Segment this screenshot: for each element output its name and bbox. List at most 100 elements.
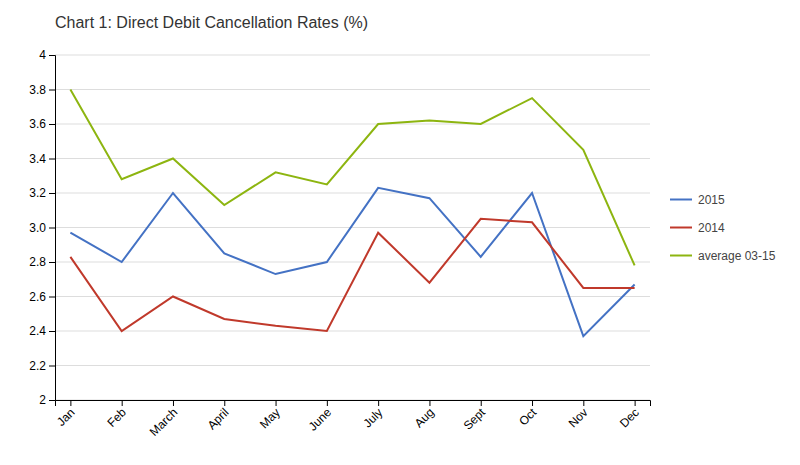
- grid-line: [55, 365, 650, 366]
- series-line: [70, 188, 634, 336]
- tick-mark: [49, 159, 55, 160]
- title: Chart 1: Direct Debit Cancellation Rates…: [55, 14, 368, 31]
- tick-mark: [49, 193, 55, 194]
- axis-line: [56, 401, 651, 407]
- grid-line: [55, 227, 650, 228]
- tick-mark: [378, 400, 379, 406]
- tick-mark: [429, 400, 430, 406]
- tick: Aug: [412, 400, 437, 430]
- tick: 2.8: [29, 255, 55, 269]
- tick-mark: [583, 400, 584, 406]
- chart: Chart 1: Direct Debit Cancellation Rates…: [0, 0, 800, 465]
- tick: Oct: [516, 400, 540, 428]
- tick-label: 2.4: [29, 324, 46, 338]
- grid-line: [55, 55, 650, 56]
- tick-label: May: [257, 405, 283, 431]
- legend-item: 2014: [670, 221, 725, 235]
- tick-mark: [327, 400, 328, 406]
- tick-label: 3.6: [29, 117, 46, 131]
- tick-label: July: [360, 405, 385, 430]
- tick: Sept: [461, 400, 489, 433]
- tick: 3.4: [29, 152, 55, 166]
- tick-mark: [49, 331, 55, 332]
- legend-item: average 03-15: [670, 249, 776, 263]
- tick-label: 3.8: [29, 83, 46, 97]
- tick-label: April: [205, 405, 232, 432]
- tick: 3.8: [29, 83, 55, 97]
- grid-line: [55, 262, 650, 263]
- legend-swatch: [670, 255, 692, 257]
- tick-mark: [49, 124, 55, 125]
- tick-mark: [49, 55, 55, 56]
- tick: Dec: [617, 400, 642, 430]
- tick-label: 3.2: [29, 186, 46, 200]
- tick-label: Aug: [412, 405, 437, 430]
- tick-label: 2.2: [29, 359, 46, 373]
- grid-line: [55, 124, 650, 125]
- legend-label: average 03-15: [698, 249, 776, 263]
- tick-label: March: [147, 405, 180, 438]
- tick-mark: [70, 400, 71, 406]
- grid-line: [55, 89, 650, 90]
- tick-label: Jan: [54, 405, 78, 429]
- tick: 3.6: [29, 117, 55, 131]
- lines: [70, 90, 634, 337]
- tick: March: [147, 400, 180, 439]
- tick-label: 3.0: [29, 221, 46, 235]
- legend-swatch: [670, 199, 692, 201]
- legend-item: 2015: [670, 193, 725, 207]
- tick-label: 3.4: [29, 152, 46, 166]
- grid-line: [55, 331, 650, 332]
- tick: Jan: [54, 400, 78, 429]
- tick-mark: [49, 90, 55, 91]
- y-axis: 2 2.2 2.4 2.6 2.8 3.0 3.2 3.4 3.6 3.8 4: [29, 48, 55, 407]
- tick-mark: [532, 400, 533, 406]
- tick: 3.2: [29, 186, 55, 200]
- plot: Jan Feb March April May June July Aug Sept Oct Nov…: [29, 48, 650, 439]
- tick-mark: [481, 400, 482, 406]
- tick-mark: [122, 400, 123, 406]
- legend-label: 2015: [698, 193, 725, 207]
- tick: Feb: [104, 400, 129, 430]
- tick: Nov: [566, 400, 591, 430]
- legend-swatch: [670, 227, 692, 229]
- tick: 2.6: [29, 290, 55, 304]
- tick-label: Dec: [617, 405, 642, 430]
- tick-label: Feb: [104, 405, 129, 430]
- tick-mark: [49, 228, 55, 229]
- grid-line: [55, 193, 650, 194]
- series-line: [70, 219, 634, 331]
- grid-line: [55, 158, 650, 159]
- x-axis: Jan Feb March April May June July Aug Sept Oct Nov…: [54, 400, 650, 439]
- tick-label: June: [306, 405, 335, 434]
- tick: June: [306, 400, 335, 434]
- tick: 3.0: [29, 221, 55, 235]
- tick-mark: [49, 366, 55, 367]
- tick-mark: [224, 400, 225, 406]
- tick-mark: [276, 400, 277, 406]
- tick-label: Oct: [516, 405, 540, 429]
- tick-label: 4: [39, 48, 46, 62]
- tick-label: Sept: [461, 405, 489, 433]
- tick-mark: [635, 400, 636, 406]
- tick: 2: [39, 393, 55, 407]
- tick: 2.2: [29, 359, 55, 373]
- tick-mark: [49, 297, 55, 298]
- grid-line: [55, 296, 650, 297]
- legend: 2015 2014 average 03-15: [670, 193, 776, 263]
- tick-mark: [49, 262, 55, 263]
- tick-mark: [49, 400, 55, 401]
- tick: April: [205, 400, 232, 432]
- legend-label: 2014: [698, 221, 725, 235]
- grid: [55, 55, 650, 400]
- tick: 4: [39, 48, 55, 62]
- tick: July: [360, 400, 385, 430]
- tick-label: Nov: [566, 405, 591, 430]
- tick-label: 2.6: [29, 290, 46, 304]
- axis-line: [49, 56, 56, 401]
- tick: May: [257, 400, 283, 431]
- tick: 2.4: [29, 324, 55, 338]
- tick-label: 2: [39, 393, 46, 407]
- tick-mark: [173, 400, 174, 406]
- series-line: [70, 90, 634, 266]
